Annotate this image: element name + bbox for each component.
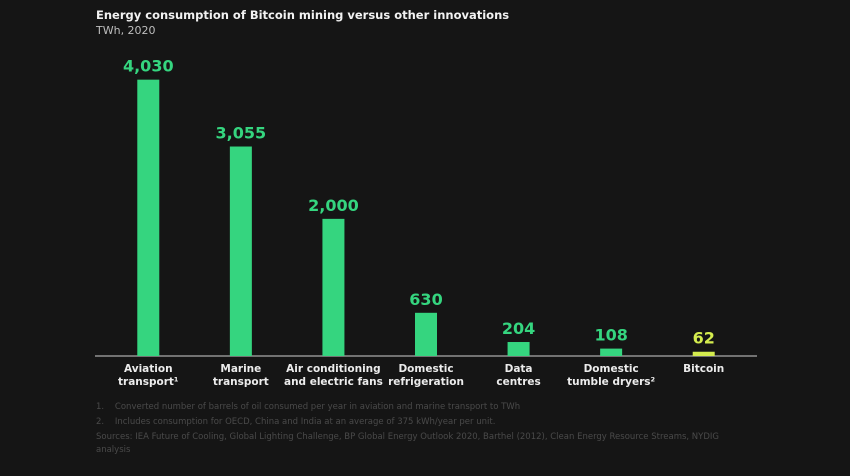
bar xyxy=(600,348,623,356)
value-label: 4,030 xyxy=(123,57,174,76)
x-tick-label: Domestic refrigeration xyxy=(388,363,464,388)
x-tick-label: Data centres xyxy=(496,363,541,388)
footnote: 1. Converted number of barrels of oil co… xyxy=(96,402,521,412)
bar xyxy=(322,218,345,356)
footnote: 2. Includes consumption for OECD, China … xyxy=(96,417,496,427)
bar xyxy=(229,146,252,356)
footnote: Sources: IEA Future of Cooling, Global L… xyxy=(96,432,722,455)
value-label: 2,000 xyxy=(308,196,359,215)
x-tick-label: Aviation transport¹ xyxy=(118,363,179,388)
x-tick-label: Air conditioning and electric fans xyxy=(283,363,383,388)
value-label: 204 xyxy=(502,319,535,338)
x-tick-label: Domestic tumble dryers² xyxy=(567,363,656,388)
value-label: 108 xyxy=(594,326,627,345)
bar xyxy=(507,342,530,356)
bar xyxy=(692,351,715,356)
x-tick-label: Marine transport xyxy=(212,363,269,388)
x-tick-label: Bitcoin xyxy=(683,363,725,375)
value-label: 3,055 xyxy=(216,124,267,143)
chart-subtitle: TWh, 2020 xyxy=(96,24,156,37)
value-label: 630 xyxy=(409,290,442,309)
value-label: 62 xyxy=(693,329,715,348)
chart-title: Energy consumption of Bitcoin mining ver… xyxy=(96,8,510,22)
bar xyxy=(415,312,437,356)
bar xyxy=(137,79,160,357)
